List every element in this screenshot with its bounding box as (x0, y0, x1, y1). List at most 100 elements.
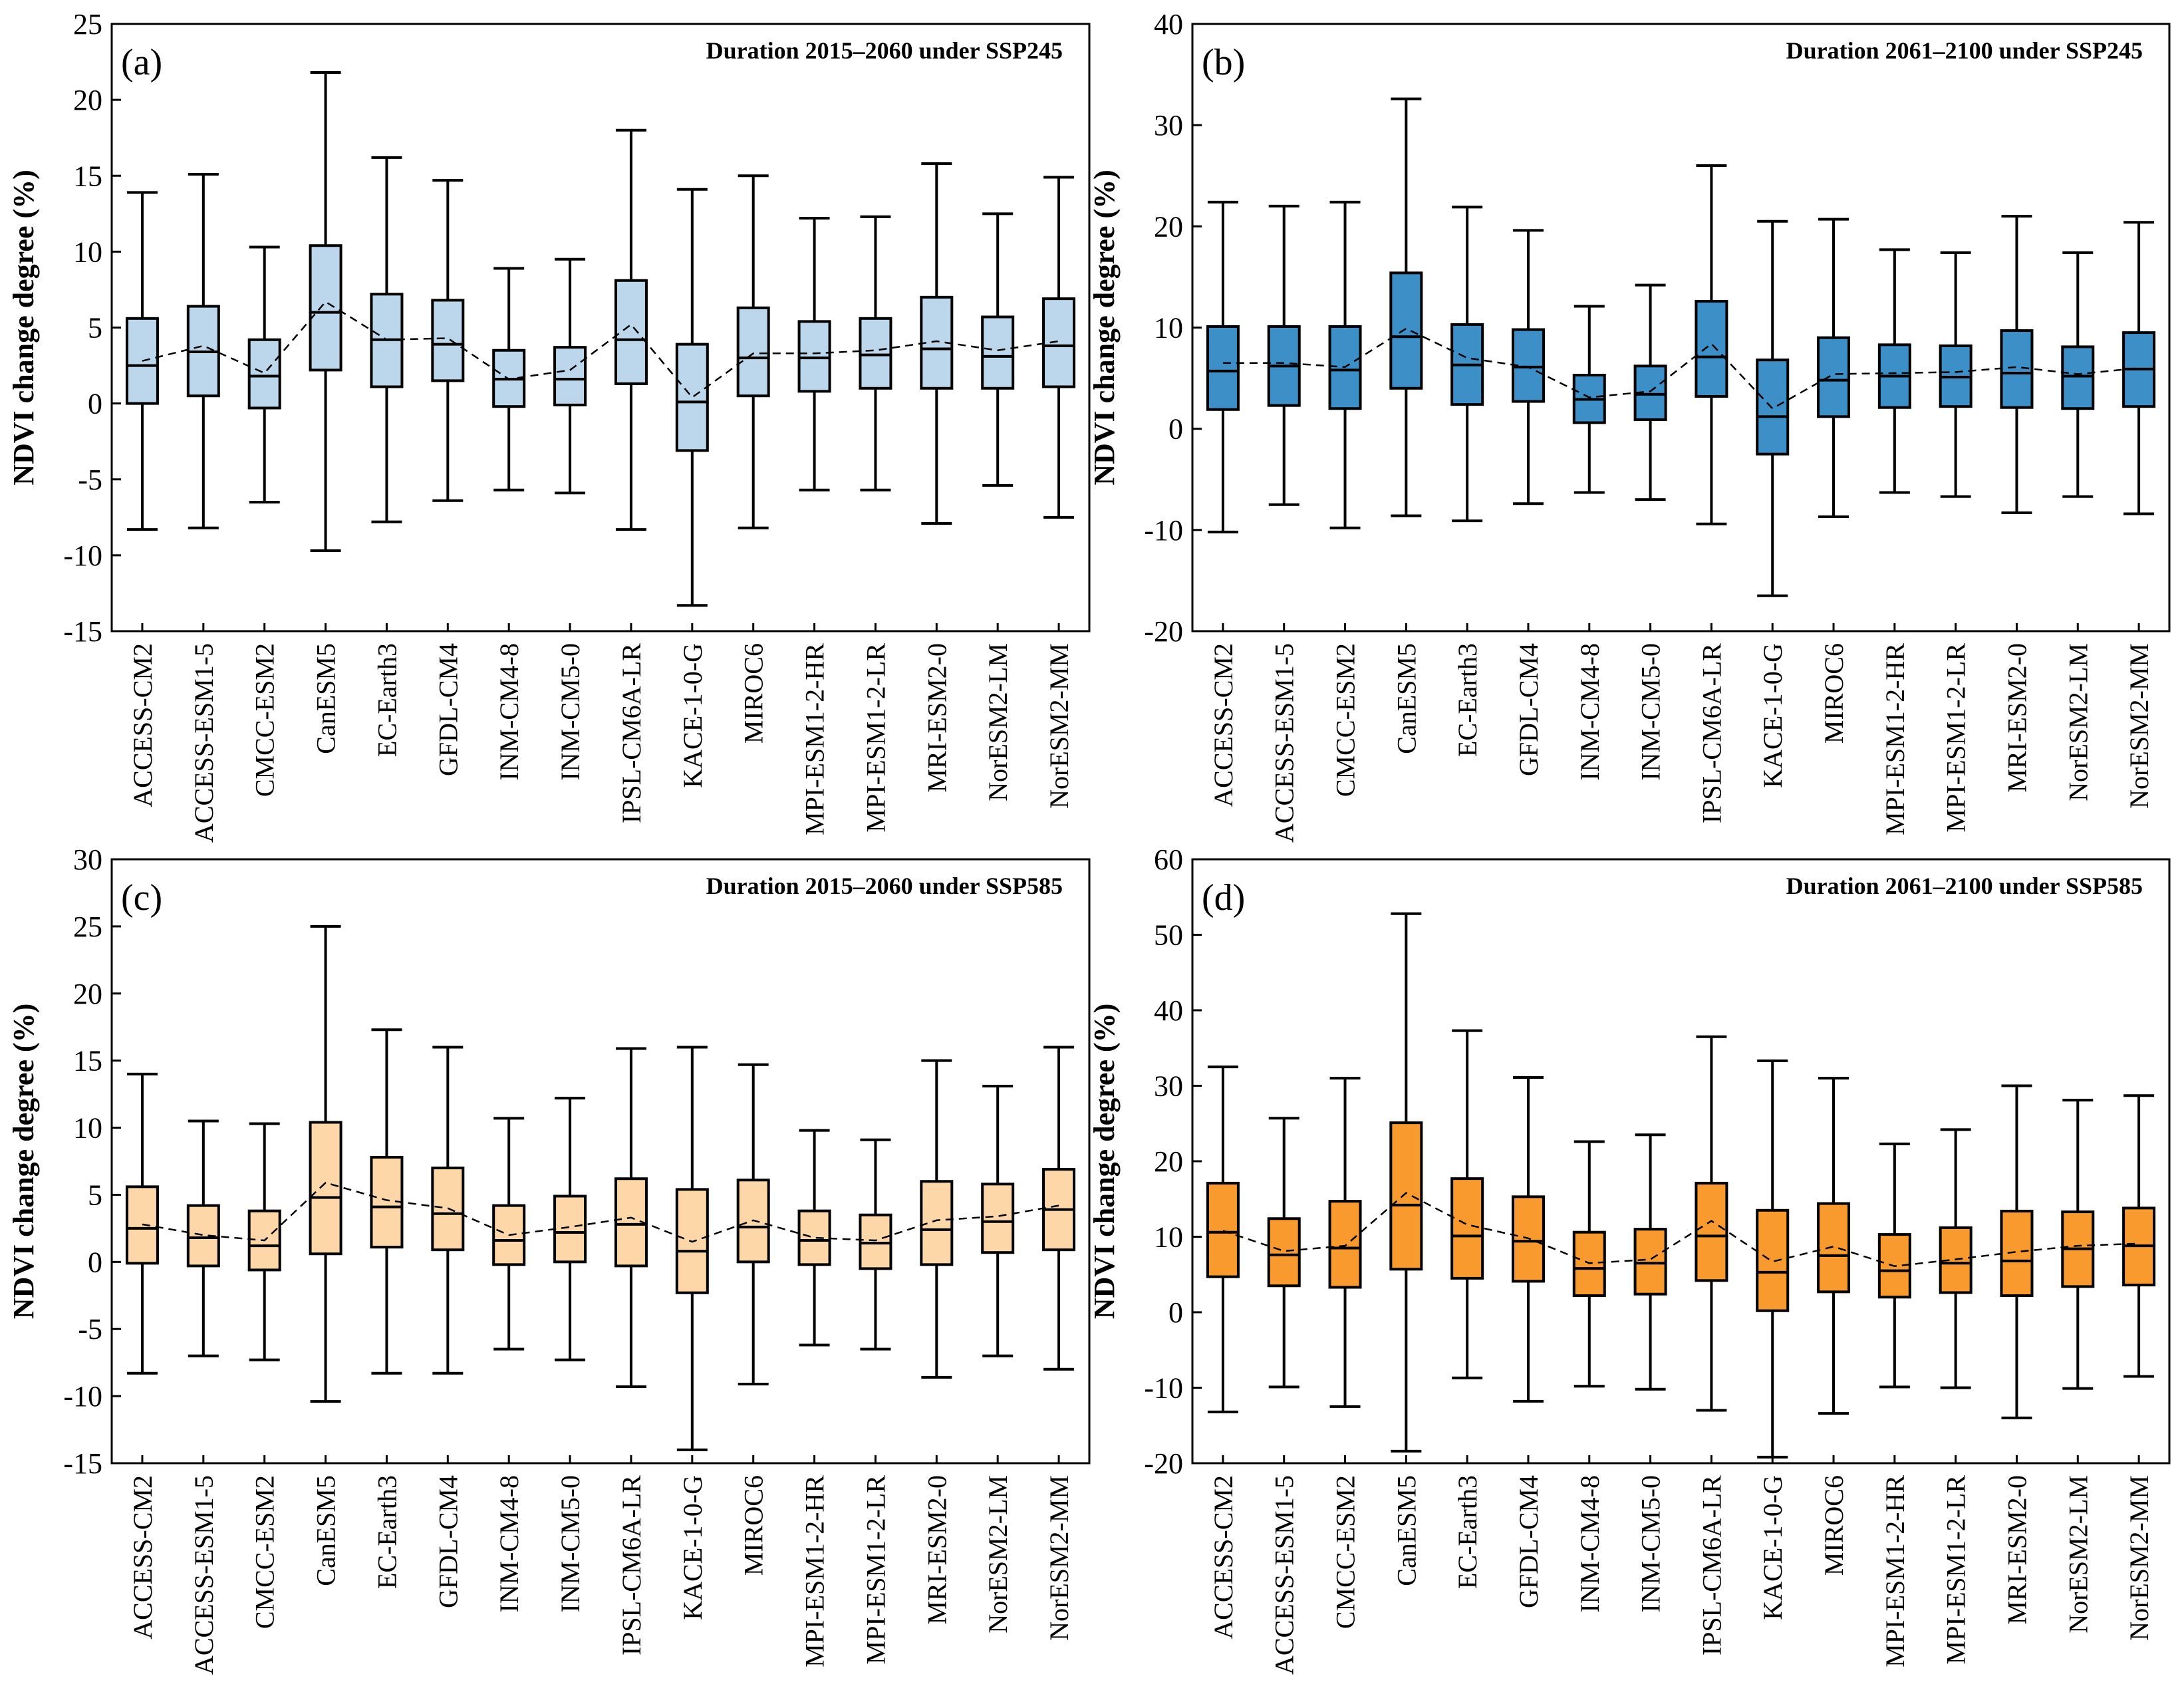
y-tick-label: 10 (1154, 1221, 1183, 1254)
x-tick-label: CanESM5 (1391, 1475, 1421, 1586)
box (1695, 1181, 1728, 1282)
mean-line (142, 301, 1059, 399)
x-tick-label: NorESM2-MM (1044, 643, 1074, 809)
plot-frame (1191, 858, 2171, 1465)
x-tick-label: MPI-ESM1-2-HR (1880, 643, 1910, 835)
y-tick-label: 20 (73, 84, 102, 116)
box (1695, 299, 1728, 398)
y-tick-label: 20 (1154, 1145, 1183, 1178)
y-tick-label: -10 (63, 1380, 102, 1413)
mean-line (1222, 327, 2139, 410)
y-tick-label: 10 (73, 235, 102, 268)
box (675, 343, 709, 452)
panel-title: Duration 2061–2100 under SSP245 (1786, 37, 2143, 64)
x-tick-label: IPSL-CM6A-LR (616, 643, 646, 823)
y-tick-label: 25 (73, 8, 102, 41)
x-tick-label: NorESM2-LM (983, 1475, 1013, 1633)
box (309, 1121, 342, 1256)
x-tick-label: CanESM5 (1391, 643, 1421, 754)
y-tick-label: 40 (1154, 994, 1183, 1027)
x-tick-label: EC-Earth3 (1452, 643, 1482, 757)
panel-title: Duration 2015–2060 under SSP585 (706, 873, 1063, 899)
box (981, 315, 1015, 390)
x-tick-label: MPI-ESM1-2-LR (861, 1475, 890, 1665)
box (1633, 1228, 1667, 1296)
x-tick-label: KACE-1-0-G (678, 643, 708, 788)
x-tick-label: MPI-ESM1-2-HR (800, 643, 830, 835)
box (614, 279, 648, 385)
plot-frame (110, 23, 1091, 633)
x-tick-label: NorESM2-MM (2124, 1475, 2154, 1641)
x-tick-label: MIROC6 (1819, 643, 1849, 744)
y-tick-label: 30 (1154, 1070, 1183, 1103)
box (981, 1183, 1015, 1254)
x-tick-label: IPSL-CM6A-LR (616, 1475, 646, 1655)
plot-frame (1191, 23, 2171, 633)
y-tick-label: 5 (88, 312, 102, 345)
y-tick-label: -20 (1144, 615, 1183, 648)
box (431, 299, 465, 382)
x-tick-label: EC-Earth3 (372, 643, 402, 757)
x-tick-label: MIROC6 (739, 643, 769, 744)
x-tick-label: KACE-1-0-G (678, 1475, 708, 1620)
box (1389, 271, 1423, 390)
x-tick-label: NorESM2-LM (2063, 1475, 2093, 1633)
box (859, 317, 892, 390)
y-tick-label: 20 (1154, 210, 1183, 243)
box (797, 1209, 831, 1266)
box (1042, 297, 1076, 388)
x-tick-label: ACCESS-CM2 (128, 643, 158, 807)
x-tick-label: CMCC-ESM2 (250, 643, 280, 797)
y-tick-label: 20 (73, 978, 102, 1010)
mean-line (1222, 1192, 2139, 1268)
y-tick-label: 60 (1154, 843, 1183, 876)
y-tick-label: 15 (73, 160, 102, 192)
box (1267, 1217, 1301, 1288)
x-tick-label: NorESM2-MM (2124, 643, 2154, 809)
x-tick-label: IPSL-CM6A-LR (1697, 1475, 1726, 1655)
x-tick-label: INM-CM5-0 (555, 1475, 585, 1613)
x-tick-label: MPI-ESM1-2-HR (800, 1475, 830, 1667)
box (797, 320, 831, 393)
box (1206, 1181, 1240, 1278)
y-tick-label: 10 (1154, 312, 1183, 345)
y-axis-label: NDVI change degree (%) (1088, 1004, 1121, 1320)
y-tick-label: 0 (1168, 413, 1183, 446)
box (1328, 1200, 1362, 1289)
y-tick-label: 5 (88, 1179, 102, 1211)
y-tick-label: -20 (1144, 1447, 1183, 1480)
box (1817, 1202, 1851, 1294)
y-tick-label: -5 (78, 1313, 102, 1345)
y-tick-label: 40 (1154, 8, 1183, 41)
y-tick-label: -10 (1144, 1372, 1183, 1405)
panel-label: (d) (1202, 877, 1245, 918)
y-tick-label: 0 (1168, 1296, 1183, 1329)
x-tick-label: MPI-ESM1-2-LR (1941, 1475, 1971, 1665)
y-tick-label: 15 (73, 1045, 102, 1077)
x-tick-label: INM-CM4-8 (1575, 1475, 1605, 1613)
x-tick-label: INM-CM4-8 (494, 1475, 524, 1613)
x-tick-label: INM-CM4-8 (494, 643, 524, 781)
y-tick-label: 30 (73, 843, 102, 876)
box (859, 1213, 892, 1270)
x-tick-label: NorESM2-LM (2063, 643, 2093, 801)
x-tick-label: CMCC-ESM2 (250, 1475, 280, 1629)
x-tick-label: CanESM5 (311, 643, 341, 754)
x-tick-label: MRI-ESM2-0 (922, 1475, 952, 1624)
x-tick-label: ACCESS-ESM1-5 (1270, 1475, 1299, 1675)
box (2000, 329, 2034, 409)
y-tick-label: 50 (1154, 919, 1183, 952)
x-tick-label: INM-CM5-0 (1636, 643, 1666, 781)
box (247, 338, 281, 410)
box (2000, 1209, 2034, 1298)
plot-frame (110, 858, 1091, 1465)
x-tick-label: GFDL-CM4 (433, 1475, 463, 1608)
x-tick-label: INM-CM5-0 (1636, 1475, 1666, 1613)
panel-title: Duration 2015–2060 under SSP245 (706, 37, 1063, 64)
x-tick-label: NorESM2-LM (983, 643, 1013, 801)
box (2061, 345, 2095, 410)
y-tick-label: 0 (88, 1246, 102, 1278)
x-tick-label: EC-Earth3 (1452, 1475, 1482, 1589)
panel-title: Duration 2061–2100 under SSP585 (1786, 873, 2143, 899)
